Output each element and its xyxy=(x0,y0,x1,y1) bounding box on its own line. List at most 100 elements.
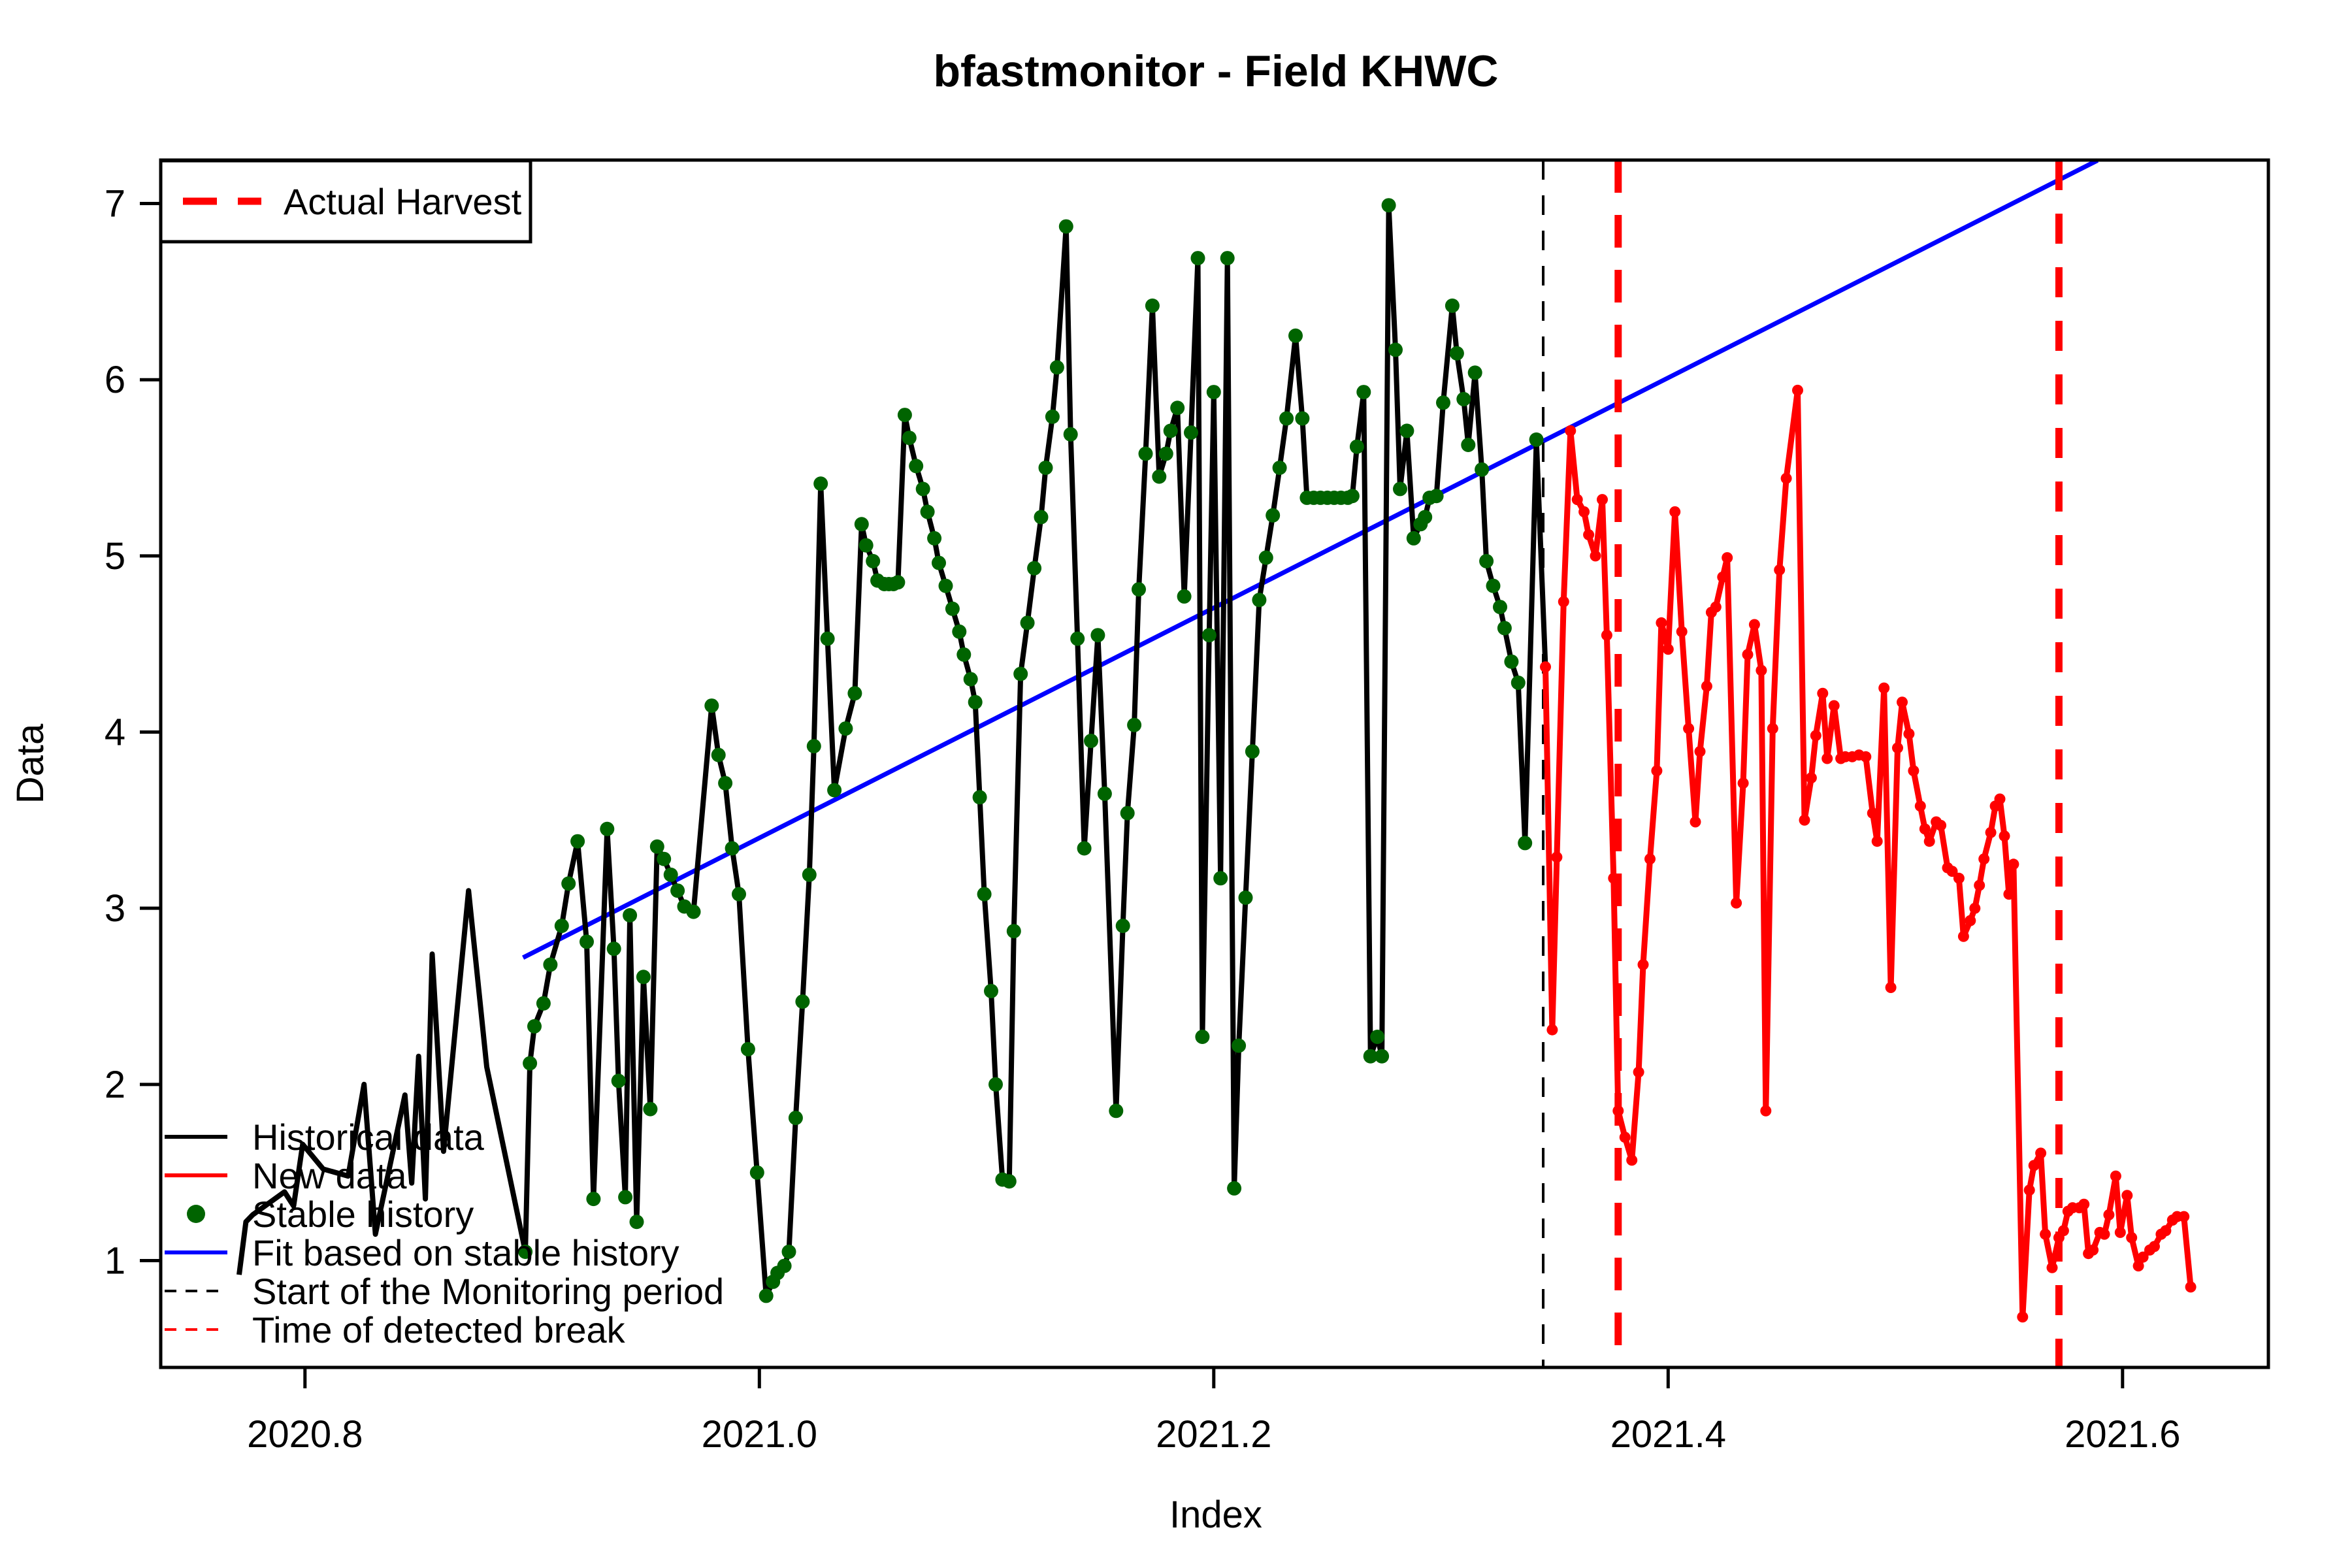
legend-stable-history-label: Stable history xyxy=(252,1194,474,1235)
stable-history-point xyxy=(1038,461,1053,475)
stable-history-point xyxy=(711,747,726,762)
new-data-point xyxy=(2023,1184,2035,1196)
stable-history-point xyxy=(909,459,924,474)
stable-history-point xyxy=(606,941,621,956)
new-data-point xyxy=(2046,1262,2058,1273)
new-data-point xyxy=(1965,915,1976,926)
new-data-point xyxy=(1612,1105,1624,1117)
legend-item-fit-line: Fit based on stable history xyxy=(165,1232,679,1273)
stable-history-point xyxy=(1132,582,1146,597)
new-data-point xyxy=(1651,765,1663,777)
stable-history-point xyxy=(1429,489,1444,504)
stable-history-point xyxy=(866,553,881,568)
new-data-point xyxy=(2137,1251,2149,1263)
stable-history-point xyxy=(1045,409,1060,424)
new-data-point xyxy=(2149,1241,2160,1252)
new-data-point xyxy=(1935,819,1947,831)
stable-history-point xyxy=(1363,1049,1378,1064)
stable-history-point xyxy=(586,1192,601,1207)
stable-history-point xyxy=(1238,890,1253,905)
new-data-point xyxy=(1760,1105,1772,1117)
new-data-point xyxy=(1690,816,1701,828)
stable-history-point xyxy=(1027,561,1042,576)
new-data-point xyxy=(2057,1225,2069,1237)
new-data-point xyxy=(1860,751,1872,762)
axes-layer: 2020.8 2021.0 2021.2 2021.4 2021.6 1 2 3 4 5 6 7 xyxy=(105,183,2181,1456)
new-data-point xyxy=(1885,982,1897,993)
new-data-point xyxy=(1969,902,1981,914)
stable-history-point xyxy=(618,1190,633,1205)
stable-history-point xyxy=(1393,482,1407,497)
stable-history-point xyxy=(802,867,817,882)
plot-frame xyxy=(159,158,2270,1369)
new-data-point xyxy=(1799,814,1810,826)
legend-item-monitoring-start: Start of the Monitoring period xyxy=(165,1271,724,1312)
new-data-point xyxy=(1974,879,1985,891)
y-tick-label: 1 xyxy=(105,1240,125,1282)
historical-data-line xyxy=(237,888,529,1275)
stable-history-point xyxy=(611,1073,626,1088)
new-data-point xyxy=(1957,930,1969,942)
stable-history-point xyxy=(927,531,942,546)
new-data-point xyxy=(1590,550,1601,562)
stable-history-point xyxy=(749,1165,764,1180)
stable-history-point xyxy=(1288,328,1303,343)
legend-fit-label: Fit based on stable history xyxy=(252,1232,679,1273)
new-data-point xyxy=(2132,1260,2144,1272)
legend-item-new-data: New data xyxy=(165,1155,407,1196)
stable-history-point xyxy=(1145,298,1160,313)
new-data-point xyxy=(2017,1311,2029,1323)
stable-history-point xyxy=(570,834,585,849)
x-tick-label: 2021.6 xyxy=(2065,1413,2180,1456)
stable-history-point xyxy=(813,476,828,491)
new-data-point xyxy=(1978,853,1990,865)
stable-history-point xyxy=(1120,806,1135,821)
new-data-point xyxy=(2028,1160,2040,1171)
stable-history-point xyxy=(1381,198,1396,213)
stable-history-point xyxy=(984,983,998,998)
legend-actual-harvest-label: Actual Harvest xyxy=(284,181,522,222)
stable-history-point xyxy=(1388,342,1403,357)
legend-new-data-label: New data xyxy=(252,1155,407,1196)
x-axis-title: Index xyxy=(1169,1494,1262,1536)
new-data-point xyxy=(2110,1170,2121,1182)
stable-history-point xyxy=(1493,600,1507,615)
new-data-point xyxy=(2121,1190,2133,1201)
new-data-point xyxy=(2178,1211,2190,1222)
new-data-point xyxy=(2087,1244,2099,1256)
stable-history-point xyxy=(897,408,912,423)
stable-history-point xyxy=(1213,871,1228,886)
stable-history-point xyxy=(968,694,983,710)
legend-historical-label: Historical data xyxy=(252,1117,485,1158)
stable-history-point xyxy=(1258,550,1273,565)
new-data-point xyxy=(1867,808,1878,819)
stable-history-point xyxy=(629,1215,644,1230)
new-data-point xyxy=(1601,629,1612,641)
y-tick-label: 7 xyxy=(105,183,125,225)
stable-history-point xyxy=(704,698,719,713)
stable-history-point xyxy=(670,883,685,898)
stable-history-point xyxy=(740,1041,755,1056)
stable-history-point xyxy=(1170,400,1185,416)
stable-history-point xyxy=(636,970,651,985)
stable-history-point xyxy=(1497,621,1512,636)
x-tick-label: 2020.8 xyxy=(247,1413,363,1456)
stable-history-point xyxy=(932,555,946,570)
y-tick-label: 6 xyxy=(105,359,125,401)
stable-history-point xyxy=(1177,589,1192,604)
stable-history-point xyxy=(1002,1174,1017,1189)
new-data-point xyxy=(2126,1232,2138,1243)
x-tick-label: 2021.0 xyxy=(702,1413,817,1456)
stable-history-point xyxy=(1399,423,1414,438)
new-data-point xyxy=(2160,1225,2172,1237)
stable-history-point xyxy=(1486,578,1501,593)
stable-history-point xyxy=(1479,553,1494,568)
new-data-point xyxy=(1701,680,1712,692)
stable-history-point xyxy=(920,504,935,519)
stable-history-point xyxy=(1152,469,1167,484)
new-data-point xyxy=(1742,649,1754,661)
new-data-point xyxy=(1669,506,1681,517)
stable-history-point xyxy=(1206,385,1221,400)
stable-history-point xyxy=(1349,439,1364,454)
stable-history-point xyxy=(543,957,558,972)
